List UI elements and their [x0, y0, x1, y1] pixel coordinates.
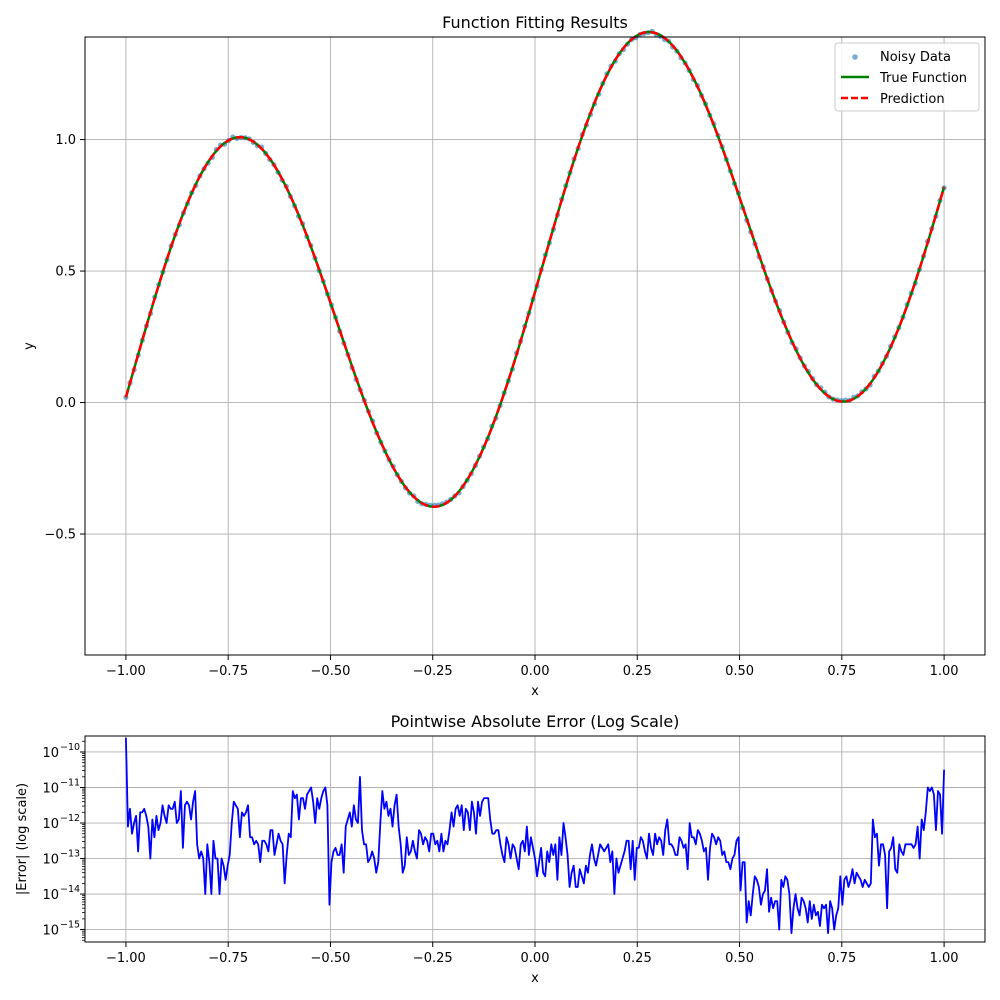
error-y-tick-exponent: −15 — [60, 920, 80, 931]
fitting-x-axis-label: x — [531, 684, 539, 699]
fitting-x-tick-label: −0.75 — [208, 664, 248, 679]
legend-label-noisy-data: Noisy Data — [880, 50, 951, 65]
error-y-tick-label: 10 — [42, 853, 59, 868]
error-x-tick-label: 0.75 — [827, 951, 856, 966]
fitting-y-tick-label: −0.5 — [44, 528, 76, 543]
error-x-tick-label: 0.00 — [521, 951, 550, 966]
error-y-tick-exponent: −13 — [60, 849, 80, 860]
error-chart-title: Pointwise Absolute Error (Log Scale) — [391, 712, 680, 731]
fitting-y-tick-label: 1.0 — [55, 133, 76, 148]
fitting-x-tick-label: −0.50 — [311, 664, 351, 679]
prediction-line — [124, 30, 946, 508]
fitting-x-tick-label: 0.25 — [623, 664, 652, 679]
error-x-tick-label: −0.75 — [208, 951, 248, 966]
fitting-ticks: −1.00 −0.75 −0.50 −0.25 0.00 0.25 0.50 0.75 1.00… — [44, 133, 958, 679]
error-x-tick-label: −0.25 — [413, 951, 453, 966]
fitting-grid — [85, 37, 985, 655]
error-y-tick-label: 10 — [42, 782, 59, 797]
error-chart: −1.00 −0.75 −0.50 −0.25 0.00 0.25 0.50 0.75 1.00… — [15, 712, 986, 986]
legend-label-prediction: Prediction — [880, 92, 945, 107]
error-series — [125, 737, 945, 935]
error-y-tick-exponent: −14 — [60, 884, 80, 895]
fitting-x-tick-label: 1.00 — [930, 664, 959, 679]
fitting-chart: −1.00 −0.75 −0.50 −0.25 0.00 0.25 0.50 0.75 1.00… — [22, 13, 986, 699]
error-line — [125, 737, 945, 935]
error-y-tick-label: 10 — [42, 924, 59, 939]
fitting-legend: Noisy Data True Function Prediction — [834, 42, 980, 112]
fitting-chart-title: Function Fitting Results — [442, 13, 628, 32]
fitting-x-tick-label: 0.75 — [827, 664, 856, 679]
error-y-tick-exponent: −10 — [60, 742, 80, 753]
fitting-x-tick-label: −1.00 — [106, 664, 146, 679]
fitting-x-tick-label: −0.25 — [413, 664, 453, 679]
error-y-tick-exponent: −12 — [60, 813, 80, 824]
legend-symbol-noisy-data — [852, 54, 858, 60]
error-x-tick-label: 0.50 — [725, 951, 754, 966]
error-y-tick-label: 10 — [42, 817, 59, 832]
error-y-tick-label: 10 — [42, 746, 59, 761]
error-x-tick-label: 1.00 — [930, 951, 959, 966]
fitting-x-tick-label: 0.50 — [725, 664, 754, 679]
legend-label-true-function: True Function — [879, 71, 967, 86]
fitting-y-tick-label: 0.5 — [55, 265, 76, 280]
error-ticks: −1.00 −0.75 −0.50 −0.25 0.00 0.25 0.50 0.75 1.00… — [42, 740, 959, 966]
fitting-y-tick-label: 0.0 — [55, 396, 76, 411]
error-x-tick-label: −1.00 — [106, 951, 146, 966]
legend-box — [834, 42, 980, 112]
error-x-tick-label: 0.25 — [623, 951, 652, 966]
error-x-tick-label: −0.50 — [311, 951, 351, 966]
fitting-x-tick-label: 0.00 — [521, 664, 550, 679]
error-y-tick-label: 10 — [42, 888, 59, 903]
error-x-axis-label: x — [531, 971, 539, 986]
fitting-series — [123, 28, 947, 508]
error-y-axis-label: |Error| (log scale) — [15, 783, 30, 895]
error-y-tick-exponent: −11 — [60, 778, 80, 789]
fitting-y-axis-label: y — [22, 342, 37, 350]
